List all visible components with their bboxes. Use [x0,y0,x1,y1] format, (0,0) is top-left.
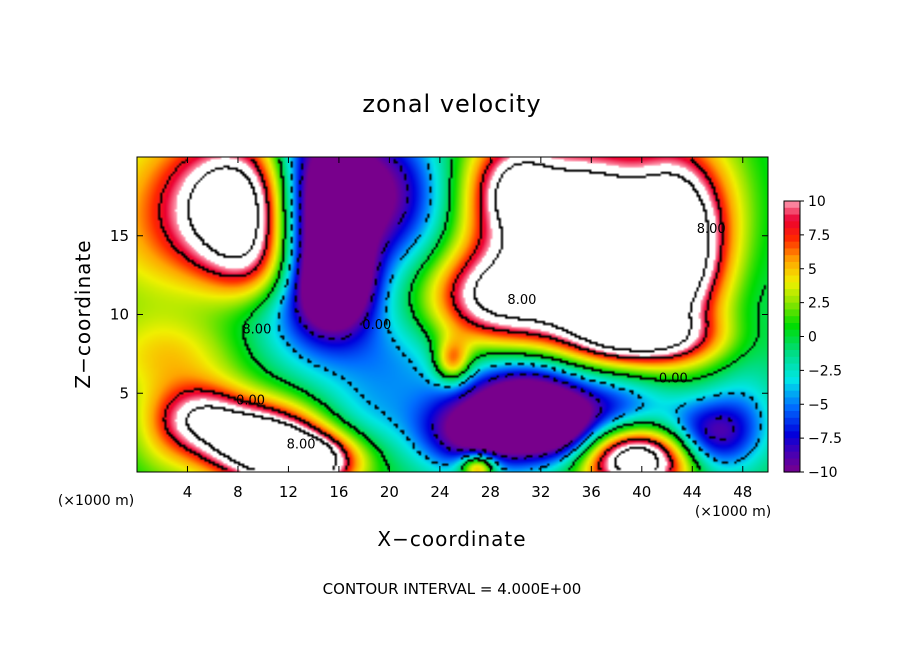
contour-label: 8.00 [287,438,316,453]
colorbar-segment [784,221,800,229]
x-tick-label: 24 [430,483,449,501]
contour-label: 8.00 [242,323,271,338]
plot-area: 8.00 8.00 8.00 0.00 0.00 0.00 8.00 [136,156,769,473]
y-tick-label: 5 [119,384,129,402]
colorbar-segment [784,228,800,236]
colorbar-segment [784,261,800,270]
colorbar-ticks: 10 7.5 5 2.5 0 −2.5 −5 −7.5 −10 [800,194,842,481]
colorbar-segment [784,295,800,304]
x-axis: 4 8 12 16 20 24 28 32 36 40 44 48 [183,157,752,501]
colorbar-segment [784,309,800,317]
colorbar-segment [784,268,800,277]
y-tick-label: 15 [110,227,129,245]
colorbar-tick-label: 5 [808,262,817,278]
x-tick-label: 28 [481,483,500,501]
colorbar-segment [784,465,800,473]
colorbar-segment [784,356,800,365]
colorbar-segment [784,424,800,432]
colorbar-segment [784,390,800,399]
colorbar-segment [784,207,800,216]
colorbar-segment [784,282,800,290]
colorbar-segment [784,370,800,378]
colorbar-segment [784,383,800,392]
x-unit-right: (×1000 m) [695,504,771,520]
colorbar-segment [784,289,800,297]
contour-label: 8.00 [697,222,726,237]
y-axis: 5 10 15 [110,227,768,402]
colorbar-tick-label: −7.5 [808,431,842,447]
colorbar-tick-label: 7.5 [808,228,830,244]
colorbar-segment [784,255,800,263]
colorbar-segment [784,201,800,209]
colorbar-segment [784,377,800,385]
contour-labels: 8.00 8.00 8.00 0.00 0.00 0.00 8.00 [236,222,726,453]
colorbar-tick-label: −2.5 [808,363,842,379]
x-tick-label: 8 [233,483,243,501]
colorbar-segment [784,275,800,283]
colorbar-segment [784,451,800,460]
contour-label: 0.00 [659,372,688,387]
colorbar-segment [784,431,800,439]
x-tick-label: 32 [531,483,550,501]
colorbar-segment [784,343,800,351]
colorbar-segment [784,302,800,310]
colorbar-tick-label: −5 [808,397,829,413]
colorbar-tick-label: 10 [808,194,826,210]
contour-label: 0.00 [236,394,265,409]
x-axis-label: X−coordinate [377,527,526,551]
x-tick-label: 4 [183,483,193,501]
contour-interval: CONTOUR INTERVAL = 4.000E+00 [323,580,582,598]
colorbar-segment [784,458,800,466]
colorbar-segment [784,397,800,405]
colorbar-tick-label: 0 [808,330,817,346]
colorbar-segment [784,417,800,426]
x-tick-label: 20 [380,483,399,501]
x-tick-label: 12 [279,483,298,501]
colorbar-segment [784,322,800,331]
colorbar-segment [784,329,800,338]
colorbar-segment [784,336,800,344]
colorbar-tick-label: 2.5 [808,296,830,312]
x-tick-label: 48 [733,483,752,501]
x-tick-label: 36 [582,483,601,501]
colorbar-segment [784,248,800,256]
velocity-field [137,157,768,472]
colorbar-segment [784,214,800,222]
colorbar [783,200,801,473]
x-tick-label: 44 [683,483,702,501]
contour-label: 8.00 [507,293,536,308]
colorbar-segment [784,350,800,358]
colorbar-segment [784,411,800,419]
chart-title: zonal velocity [362,90,541,118]
x-unit-left: (×1000 m) [58,493,134,509]
x-tick-label: 16 [329,483,348,501]
colorbar-segment [784,404,800,412]
colorbar-segment [784,241,800,250]
colorbar-segment [784,438,800,446]
colorbar-segment [784,234,800,243]
colorbar-segment [784,316,800,324]
colorbar-tick-label: −10 [808,465,838,481]
y-tick-label: 10 [110,306,129,324]
y-axis-label: Z−coordinate [71,239,95,388]
colorbar-segment [784,444,800,453]
contour-label: 0.00 [362,318,391,333]
colorbar-segment [784,363,800,371]
x-tick-label: 40 [632,483,651,501]
